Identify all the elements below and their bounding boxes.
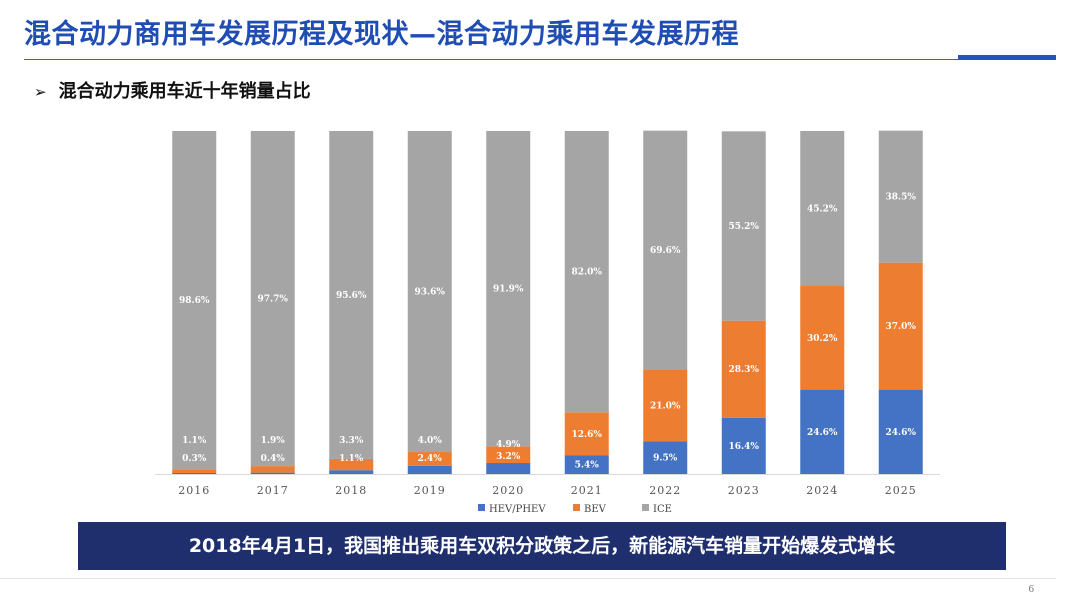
data-label-bev-2018: 3.3% (339, 436, 364, 446)
bar-bev-2023 (721, 320, 766, 418)
legend-swatch-ice (642, 504, 649, 511)
x-tick-2017: 2017 (257, 484, 289, 497)
data-label-bev-2022: 21.0% (650, 401, 681, 411)
data-label-hev-2017: 0.4% (261, 454, 286, 464)
data-label-ice-2018: 95.6% (336, 291, 367, 301)
arrow-bullet-icon: ➢ (34, 83, 47, 101)
data-label-hev-2020: 3.2% (496, 452, 521, 462)
bar-bev-2024 (800, 286, 845, 390)
bar-ice-2023 (721, 131, 766, 321)
bar-bev-2020 (486, 446, 531, 464)
footer-divider (0, 578, 1056, 579)
title-accent-bar (958, 55, 1056, 60)
data-label-bev-2021: 12.6% (572, 430, 603, 440)
data-label-ice-2016: 98.6% (179, 296, 210, 306)
bar-ice-2016 (172, 131, 217, 470)
bar-bev-2021 (564, 412, 609, 456)
bar-hevphev-2018 (329, 470, 374, 474)
data-label-hev-2025: 24.6% (886, 428, 917, 438)
x-tick-2021: 2021 (571, 484, 603, 497)
data-label-bev-2020: 4.9% (496, 440, 521, 450)
bar-hevphev-2020 (486, 463, 531, 474)
bar-ice-2018 (329, 131, 374, 459)
x-tick-2025: 2025 (885, 484, 917, 497)
x-tick-2020: 2020 (492, 484, 524, 497)
stacked-bar-chart: 0.3% 1.1% 98.6% 2016 0.4% 1.9% 97.7% 2017 1.1% 3.… (155, 130, 940, 515)
bar-hevphev-2017 (250, 472, 295, 474)
x-tick-2022: 2022 (649, 484, 681, 497)
data-label-hev-2022: 9.5% (653, 454, 678, 464)
data-label-ice-2025: 38.5% (886, 193, 917, 203)
data-label-ice-2019: 93.6% (415, 288, 446, 298)
bar-ice-2020 (486, 131, 531, 447)
policy-banner: 2018年4月1日，我国推出乘用车双积分政策之后，新能源汽车销量开始爆发式增长 (78, 522, 1006, 570)
data-label-bev-2016: 1.1% (182, 436, 207, 446)
data-label-bev-2025: 37.0% (886, 322, 917, 332)
bar-ice-2025 (878, 130, 923, 263)
legend-swatch-bev (573, 504, 580, 511)
data-label-ice-2024: 45.2% (807, 205, 838, 215)
bar-hevphev-2024 (800, 389, 845, 474)
data-label-bev-2017: 1.9% (261, 436, 286, 446)
bar-bev-2022 (643, 369, 688, 442)
data-label-hev-2018: 1.1% (339, 454, 364, 464)
bar-bev-2019 (407, 452, 452, 466)
data-label-hev-2016: 0.3% (182, 454, 207, 464)
data-label-ice-2021: 82.0% (572, 268, 603, 278)
bar-hevphev-2021 (564, 455, 609, 474)
bar-hevphev-2022 (643, 441, 688, 474)
x-tick-2019: 2019 (414, 484, 446, 497)
bar-ice-2021 (564, 131, 609, 413)
data-label-hev-2024: 24.6% (807, 428, 838, 438)
legend-label-hevphev: HEV/PHEV (489, 504, 546, 515)
x-tick-2016: 2016 (178, 484, 210, 497)
bar-ice-2022 (643, 130, 688, 370)
page-number: 6 (1028, 583, 1035, 595)
bar-hevphev-2023 (721, 417, 766, 474)
data-label-ice-2020: 91.9% (493, 285, 524, 295)
bar-bev-2016 (172, 469, 217, 473)
section-heading-text: 混合动力乘用车近十年销量占比 (58, 81, 311, 102)
section-heading: ➢ 混合动力乘用车近十年销量占比 (34, 77, 311, 103)
page-title: 混合动力商用车发展历程及现状—混合动力乘用车发展历程 (24, 19, 739, 50)
data-label-bev-2023: 28.3% (729, 365, 760, 375)
data-label-hev-2023: 16.4% (729, 442, 760, 452)
data-label-hev-2019: 2.4% (418, 454, 443, 464)
bar-hevphev-2019 (407, 465, 452, 474)
bar-hevphev-2016 (172, 472, 217, 474)
bar-bev-2018 (329, 458, 374, 471)
data-label-bev-2019: 4.0% (418, 436, 443, 446)
data-label-ice-2023: 55.2% (729, 222, 760, 232)
bar-ice-2024 (800, 131, 845, 287)
data-label-hev-2021: 5.4% (575, 461, 600, 471)
bar-bev-2017 (250, 466, 295, 473)
data-label-bev-2024: 30.2% (807, 334, 838, 344)
legend-label-bev: BEV (584, 504, 607, 515)
data-label-ice-2017: 97.7% (258, 295, 289, 305)
bar-ice-2017 (250, 131, 295, 467)
bar-bev-2025 (878, 262, 923, 390)
bar-hevphev-2025 (878, 389, 923, 474)
bar-ice-2019 (407, 131, 452, 453)
x-tick-2024: 2024 (806, 484, 838, 497)
title-divider (24, 59, 964, 60)
x-tick-2018: 2018 (335, 484, 367, 497)
x-tick-2023: 2023 (728, 484, 760, 497)
legend-label-ice: ICE (653, 504, 672, 515)
data-label-ice-2022: 69.6% (650, 246, 681, 256)
legend-swatch-hevphev (478, 504, 485, 511)
